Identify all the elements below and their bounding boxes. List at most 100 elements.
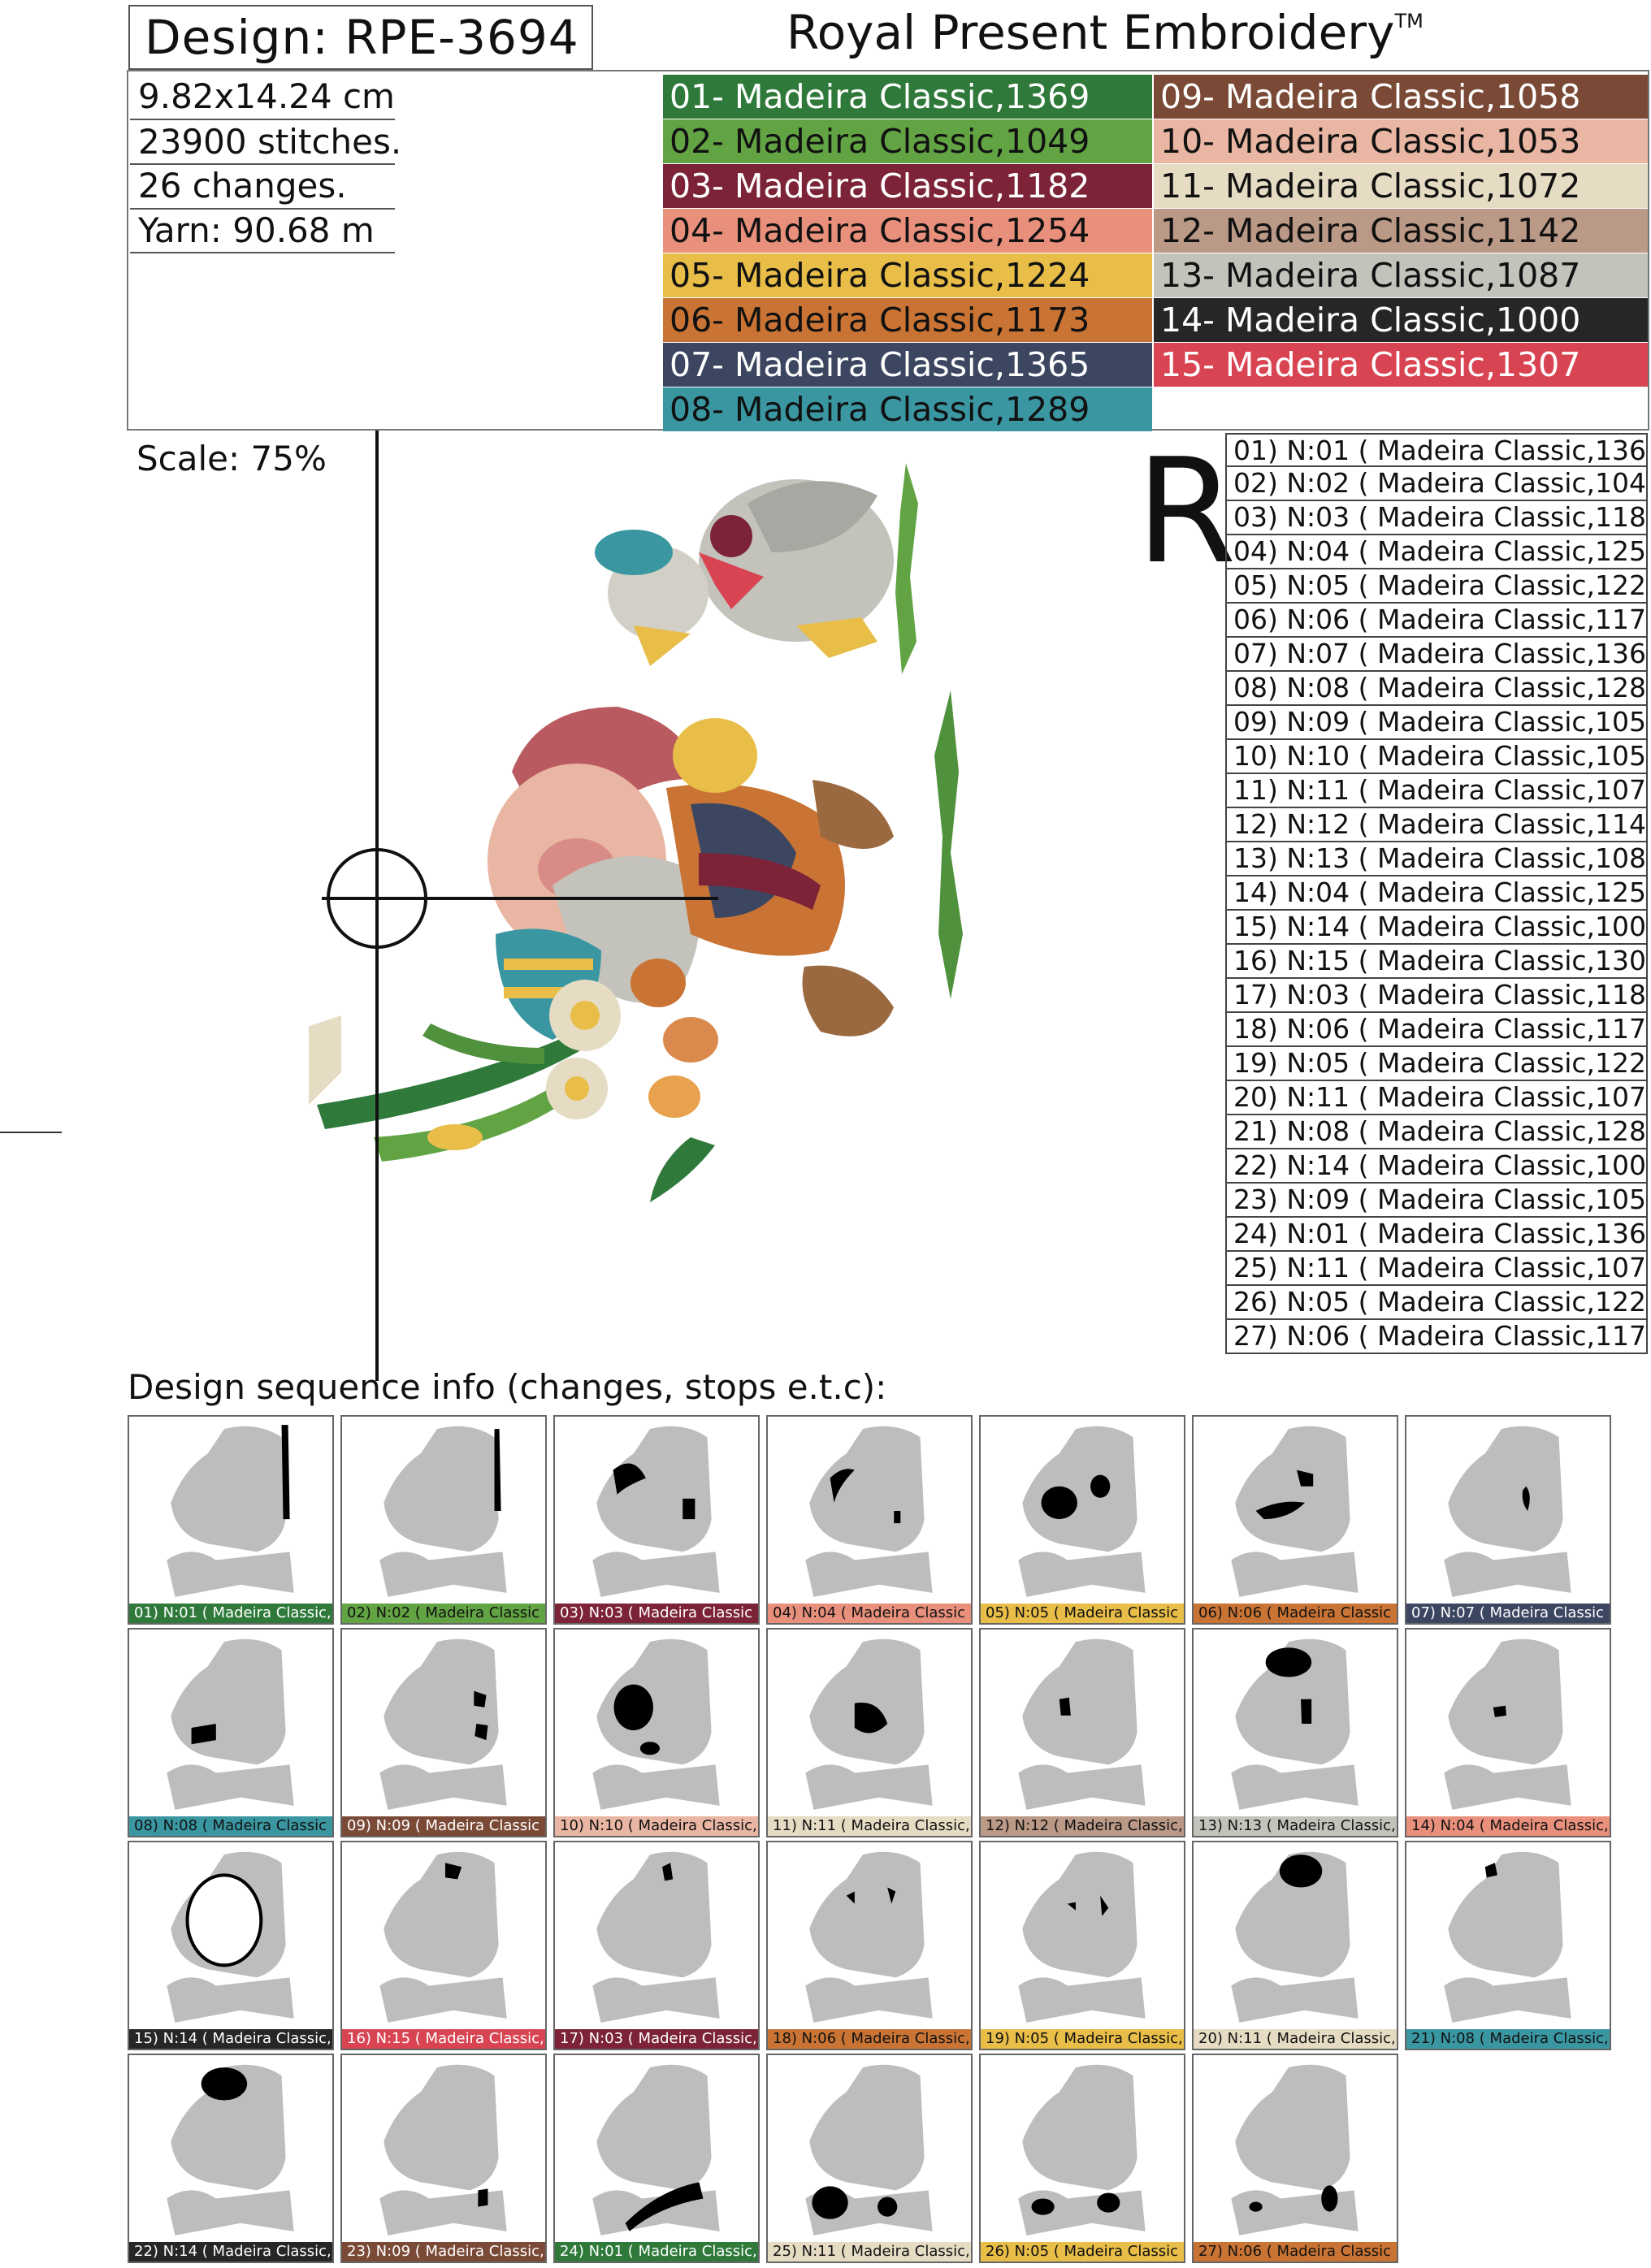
sequence-row: 25) N:11 ( Madeira Classic,1072) (1225, 1252, 1648, 1286)
sequence-row: 08) N:08 ( Madeira Classic,1289) (1225, 672, 1648, 706)
brand-name: Royal Present Embroidery (786, 5, 1395, 60)
sequence-row: 19) N:05 ( Madeira Classic,1224) (1225, 1047, 1648, 1081)
sequence-thumbnail: 02) N:02 ( Madeira Classic (340, 1415, 547, 1625)
design-title: Design: RPE-3694 (145, 10, 579, 65)
sequence-thumbnail: 13) N:13 ( Madeira Classic,1 (1192, 1628, 1398, 1837)
yellow-bud (427, 1124, 483, 1150)
thumbnail-label: 02) N:02 ( Madeira Classic (342, 1604, 545, 1623)
thumbnail-label: 12) N:12 ( Madeira Classic,1 (981, 1816, 1184, 1836)
dwarf-boot-front (802, 965, 894, 1037)
grass-strip-top (895, 463, 918, 674)
sequence-row: 05) N:05 ( Madeira Classic,1224) (1225, 569, 1648, 604)
sequence-row: 06) N:06 ( Madeira Classic,1173) (1225, 604, 1648, 638)
thread-color-cell: 06- Madeira Classic,1173 (663, 298, 1152, 342)
sequence-list: 01) N:01 ( Madeira Classic,1369) 02) N:02… (1225, 433, 1648, 1354)
thumbnail-label: 23) N:09 ( Madeira Classic, (342, 2242, 545, 2262)
thread-color-cell: 01- Madeira Classic,1369 (663, 75, 1152, 119)
sequence-thumbnail: 01) N:01 ( Madeira Classic,1 (128, 1415, 334, 1625)
thumbnail-silhouette (805, 1638, 933, 1810)
thumbnail-silhouette (379, 1851, 507, 2023)
sequence-row: 15) N:14 ( Madeira Classic,1000) (1225, 911, 1648, 945)
thumbnail-silhouette (592, 1426, 720, 1597)
sequence-thumbnail: 07) N:07 ( Madeira Classic (1405, 1415, 1611, 1625)
sequence-row: 01) N:01 ( Madeira Classic,1369) (1225, 433, 1648, 467)
thumbnail-label: 08) N:08 ( Madeira Classic (129, 1816, 332, 1836)
thumbnail-label: 06) N:06 ( Madeira Classic (1194, 1604, 1397, 1623)
thumbnail-label: 01) N:01 ( Madeira Classic,1 (129, 1604, 332, 1623)
sequence-row: 20) N:11 ( Madeira Classic,1072) (1225, 1081, 1648, 1115)
sequence-thumbnail: 20) N:11 ( Madeira Classic,1 (1192, 1841, 1398, 2050)
sequence-row: 27) N:06 ( Madeira Classic,1173) (1225, 1320, 1648, 1354)
sequence-thumbnail: 14) N:04 ( Madeira Classic, (1405, 1628, 1611, 1837)
sequence-row: 23) N:09 ( Madeira Classic,1058) (1225, 1184, 1648, 1218)
sequence-row: 02) N:02 ( Madeira Classic,1049) (1225, 467, 1648, 501)
sequence-row: 22) N:14 ( Madeira Classic,1000) (1225, 1149, 1648, 1184)
bird-feet (796, 617, 878, 658)
thumbnail-label: 13) N:13 ( Madeira Classic,1 (1194, 1816, 1397, 1836)
thumbnail-label: 04) N:04 ( Madeira Classic (768, 1604, 971, 1623)
sequence-thumbnail: 05) N:05 ( Madeira Classic (979, 1415, 1185, 1625)
sequence-thumbnail: 19) N:05 ( Madeira Classic, (979, 1841, 1185, 2050)
thumbnail-label: 09) N:09 ( Madeira Classic (342, 1816, 545, 1836)
thumbnail-label: 21) N:08 ( Madeira Classic, (1406, 2029, 1610, 2049)
sequence-row: 10) N:10 ( Madeira Classic,1053) (1225, 740, 1648, 774)
thumbnail-silhouette (167, 1851, 294, 2023)
thumbnail-silhouette (1231, 1851, 1358, 2023)
thread-color-cell: 04- Madeira Classic,1254 (663, 209, 1152, 253)
crosshair-circle (327, 848, 427, 949)
sequence-row: 11) N:11 ( Madeira Classic,1072) (1225, 774, 1648, 808)
thumbnail-label: 18) N:06 ( Madeira Classic, (768, 2029, 971, 2049)
sequence-row: 24) N:01 ( Madeira Classic,1369) (1225, 1218, 1648, 1252)
sequence-row: 07) N:07 ( Madeira Classic,1365) (1225, 638, 1648, 672)
divider (130, 163, 395, 165)
sequence-thumbnail: 03) N:03 ( Madeira Classic (553, 1415, 760, 1625)
thumbnail-label: 17) N:03 ( Madeira Classic, (555, 2029, 758, 2049)
bird-wing (748, 481, 878, 552)
sequence-row: 21) N:08 ( Madeira Classic,1289) (1225, 1115, 1648, 1149)
thread-color-cell: 10- Madeira Classic,1053 (1154, 119, 1648, 163)
sequence-thumbnail: 23) N:09 ( Madeira Classic, (340, 2054, 547, 2263)
color-changes: 26 changes. (138, 166, 347, 206)
thread-color-cell: 09- Madeira Classic,1058 (1154, 75, 1648, 119)
sleeve-stripe (504, 959, 593, 970)
thumbnail-silhouette (167, 1638, 294, 1810)
sequence-thumbnail: 22) N:14 ( Madeira Classic, (128, 2054, 334, 2263)
thumbnail-silhouette (167, 1425, 294, 1597)
orange-bud (663, 1017, 718, 1063)
sequence-thumbnail: 26) N:05 ( Madeira Classic (979, 2054, 1185, 2263)
daffodil-right-small-center (565, 1076, 589, 1101)
thumbnail-silhouette (1444, 1638, 1571, 1810)
bird-scarf (710, 515, 752, 557)
sequence-thumbnail: 17) N:03 ( Madeira Classic, (553, 1841, 760, 2050)
thumbnail-silhouette (1018, 1426, 1146, 1597)
thread-color-cell: 12- Madeira Classic,1142 (1154, 209, 1648, 253)
sequence-thumbnail: 12) N:12 ( Madeira Classic,1 (979, 1628, 1185, 1837)
thumbnail-label: 26) N:05 ( Madeira Classic (981, 2242, 1184, 2262)
thumbnail-label: 03) N:03 ( Madeira Classic (555, 1604, 758, 1623)
scale-label: Scale: 75% (136, 439, 327, 478)
thread-color-cell: 15- Madeira Classic,1307 (1154, 343, 1648, 387)
thumbnail-label: 11) N:11 ( Madeira Classic,10 (768, 1816, 971, 1836)
thumbnail-label: 07) N:07 ( Madeira Classic (1406, 1604, 1610, 1623)
sequence-thumbnail: 11) N:11 ( Madeira Classic,10 (766, 1628, 973, 1837)
thumbnail-label: 25) N:11 ( Madeira Classic,1 (768, 2242, 971, 2262)
thread-color-cell: 07- Madeira Classic,1365 (663, 343, 1152, 387)
thumbnail-silhouette (379, 1638, 507, 1810)
daffodil-right-center (570, 1001, 600, 1030)
thumbnail-silhouette (592, 1638, 720, 1810)
thumbnail-silhouette (1018, 2064, 1146, 2236)
thumbnail-label: 27) N:06 ( Madeira Classic (1194, 2242, 1397, 2262)
divider (130, 252, 395, 253)
yarn-length: Yarn: 90.68 m (138, 210, 375, 250)
design-size: 9.82x14.24 cm (138, 76, 395, 116)
thread-color-cell: 05- Madeira Classic,1224 (663, 253, 1152, 297)
fern (650, 1137, 715, 1202)
bird-beak (634, 625, 691, 666)
grass-strip-middle (934, 690, 963, 999)
thumbnail-label: 15) N:14 ( Madeira Classic,1 (129, 2029, 332, 2049)
sequence-thumbnail: 15) N:14 ( Madeira Classic,1 (128, 1841, 334, 2050)
center-tick (0, 1132, 62, 1133)
thumbnail-label: 10) N:10 ( Madeira Classic, (555, 1816, 758, 1836)
thumbnail-silhouette (1444, 1851, 1571, 2023)
orange-bud (648, 1076, 700, 1118)
